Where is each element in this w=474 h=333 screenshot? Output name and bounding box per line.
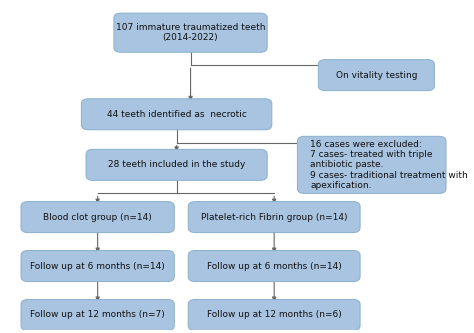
FancyBboxPatch shape	[21, 201, 174, 232]
Text: Follow up at 6 months (n=14): Follow up at 6 months (n=14)	[207, 261, 342, 270]
FancyBboxPatch shape	[188, 201, 360, 232]
FancyBboxPatch shape	[86, 150, 267, 180]
FancyBboxPatch shape	[188, 299, 360, 330]
Text: On vitality testing: On vitality testing	[336, 71, 417, 80]
Text: Follow up at 12 months (n=7): Follow up at 12 months (n=7)	[30, 310, 165, 319]
Text: Blood clot group (n=14): Blood clot group (n=14)	[43, 212, 152, 221]
FancyBboxPatch shape	[188, 250, 360, 281]
FancyBboxPatch shape	[297, 136, 446, 193]
Text: Follow up at 6 months (n=14): Follow up at 6 months (n=14)	[30, 261, 165, 270]
FancyBboxPatch shape	[82, 99, 272, 130]
Text: 107 immature traumatized teeth
(2014-2022): 107 immature traumatized teeth (2014-202…	[116, 23, 265, 42]
Text: Platelet-rich Fibrin group (n=14): Platelet-rich Fibrin group (n=14)	[201, 212, 347, 221]
Text: Follow up at 12 months (n=6): Follow up at 12 months (n=6)	[207, 310, 342, 319]
Text: 44 teeth identified as  necrotic: 44 teeth identified as necrotic	[107, 110, 246, 119]
FancyBboxPatch shape	[319, 60, 434, 91]
FancyBboxPatch shape	[21, 299, 174, 330]
Text: 16 cases were excluded:
7 cases- treated with triple
antibiotic paste.
9 cases- : 16 cases were excluded: 7 cases- treated…	[310, 140, 468, 190]
Text: 28 teeth included in the study: 28 teeth included in the study	[108, 161, 246, 169]
FancyBboxPatch shape	[114, 13, 267, 52]
FancyBboxPatch shape	[21, 250, 174, 281]
